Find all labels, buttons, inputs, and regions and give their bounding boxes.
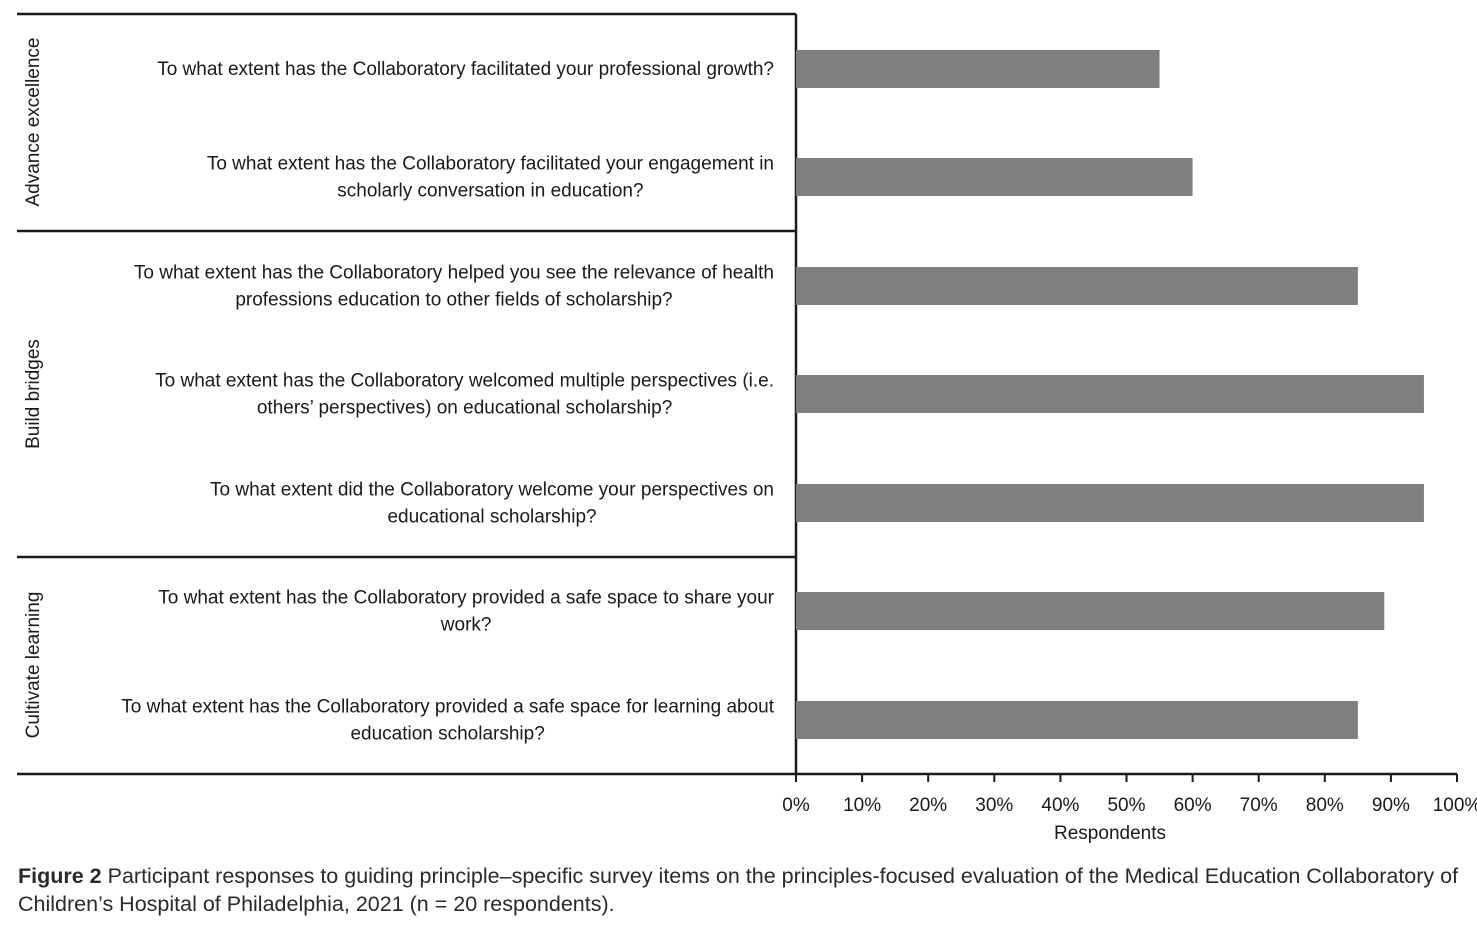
question-label-line: education scholarship? [350, 724, 544, 745]
question-label: To what extent has the Collaboratory fac… [207, 154, 774, 202]
question-label: To what extent has the Collaboratory pro… [158, 588, 774, 636]
x-tick-label: 100% [1433, 795, 1477, 816]
question-label-line: To what extent has the Collaboratory fac… [157, 59, 774, 80]
x-tick-label: 80% [1306, 795, 1344, 816]
x-axis: 0% 10% 20% 30% 40% 50% 60% 70% 80% 90% 100% [782, 774, 1477, 816]
question-labels: To what extent has the Collaboratory fac… [121, 59, 774, 745]
question-label: To what extent has the Collaboratory pro… [121, 697, 774, 745]
bar [796, 375, 1424, 413]
x-tick-label: 10% [843, 795, 881, 816]
question-label-line: To what extent has the Collaboratory pro… [121, 697, 774, 718]
question-label: To what extent has the Collaboratory hel… [134, 263, 774, 311]
bars [796, 50, 1424, 739]
bar [796, 484, 1424, 522]
x-tick-label: 40% [1041, 795, 1079, 816]
figure-caption: Figure 2 Participant responses to guidin… [18, 862, 1474, 918]
x-tick-label: 90% [1372, 795, 1410, 816]
x-tick-label: 60% [1174, 795, 1212, 816]
x-tick-label: 0% [782, 795, 810, 816]
question-label-line: To what extent has the Collaboratory hel… [134, 263, 774, 284]
group-label: Advance excellence [23, 38, 44, 207]
figure-caption-label: Figure 2 [18, 864, 102, 888]
question-label-line: scholarly conversation in education? [337, 181, 643, 202]
question-label-line: others’ perspectives) on educational sch… [257, 398, 672, 419]
x-tick-label: 50% [1107, 795, 1145, 816]
question-label-line: To what extent did the Collaboratory wel… [210, 480, 774, 501]
question-label-line: professions education to other fields of… [235, 290, 672, 311]
bar [796, 701, 1358, 739]
question-label-line: To what extent has the Collaboratory pro… [158, 588, 774, 609]
question-label-line: educational scholarship? [387, 507, 596, 528]
question-label: To what extent has the Collaboratory wel… [155, 371, 774, 419]
group-label: Build bridges [23, 339, 44, 449]
bar [796, 267, 1358, 305]
bar [796, 592, 1385, 630]
bar [796, 158, 1193, 196]
x-axis-title: Respondents [1054, 823, 1166, 844]
question-label: To what extent has the Collaboratory fac… [157, 59, 774, 80]
x-tick-label: 70% [1240, 795, 1278, 816]
question-label-line: work? [440, 615, 492, 636]
bar [796, 50, 1160, 88]
question-label: To what extent did the Collaboratory wel… [210, 480, 774, 528]
x-tick-label: 30% [975, 795, 1013, 816]
x-tick-label: 20% [909, 795, 947, 816]
bar-chart: Advance excellence Build bridges Cultivate… [17, 12, 1477, 844]
question-label-line: To what extent has the Collaboratory fac… [207, 154, 774, 175]
group-label: Cultivate learning [23, 592, 44, 739]
group-labels: Advance excellence Build bridges Cultivate… [23, 38, 44, 739]
figure-caption-text: Participant responses to guiding princip… [18, 864, 1459, 916]
question-label-line: To what extent has the Collaboratory wel… [155, 371, 774, 392]
